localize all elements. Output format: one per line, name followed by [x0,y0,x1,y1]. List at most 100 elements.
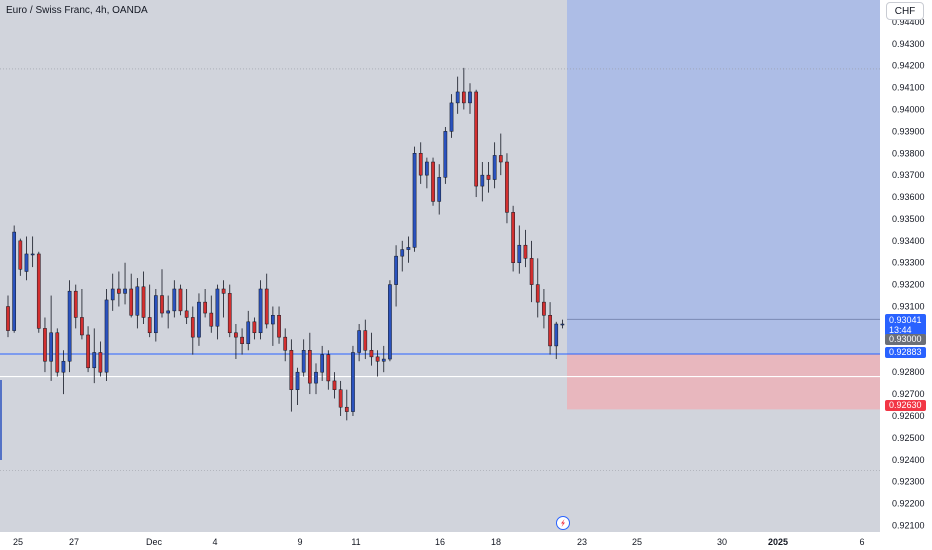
candle[interactable] [437,164,442,215]
candle[interactable] [542,288,546,329]
candle[interactable] [104,288,109,381]
candle[interactable] [36,251,41,333]
candle[interactable] [320,345,325,381]
candle[interactable] [480,162,485,202]
candle[interactable] [141,271,146,325]
candle[interactable] [271,306,275,346]
candle[interactable] [61,350,66,395]
candle[interactable] [246,310,251,351]
candle[interactable] [117,271,121,307]
candle[interactable] [369,332,374,366]
candle[interactable] [307,332,312,395]
candle[interactable] [227,284,232,338]
candle[interactable] [412,146,417,252]
candle[interactable] [221,280,226,318]
candle[interactable] [505,153,509,224]
candle[interactable] [554,321,559,360]
candle[interactable] [172,280,177,318]
candle[interactable] [468,83,472,114]
candle[interactable] [344,389,349,421]
candle[interactable] [277,306,281,344]
candle[interactable] [394,245,398,307]
candle[interactable] [498,133,503,176]
candle[interactable] [289,339,294,412]
tradingview-logo-icon[interactable] [556,516,570,530]
candle[interactable] [92,328,97,384]
candle[interactable] [388,280,392,362]
candle[interactable] [209,295,214,333]
candle[interactable] [73,284,78,329]
candle[interactable] [178,284,183,316]
candle[interactable] [363,319,368,360]
candle[interactable] [129,273,134,318]
candle[interactable] [486,162,491,193]
candle[interactable] [215,284,220,340]
candle[interactable] [314,363,318,395]
currency-button[interactable]: CHF [886,2,924,20]
candle[interactable] [535,258,540,318]
candle[interactable] [381,345,386,373]
stop-loss-zone[interactable] [567,354,880,410]
candle[interactable] [6,295,10,338]
candle[interactable] [135,278,140,329]
candle[interactable] [418,142,423,184]
candle[interactable] [529,240,534,303]
candle[interactable] [492,142,497,189]
candle[interactable] [523,229,528,268]
candle-body [246,321,251,344]
candle[interactable] [30,236,35,268]
candle[interactable] [123,262,127,305]
symbol-title[interactable]: Euro / Swiss Franc, 4h, OANDA [6,5,148,16]
candle[interactable] [326,350,331,390]
candle[interactable] [197,293,201,346]
candle[interactable] [166,295,171,329]
candle[interactable] [474,89,479,198]
candle[interactable] [455,76,460,114]
candle[interactable] [264,273,269,329]
candle[interactable] [86,326,90,373]
candle[interactable] [406,236,411,263]
candle[interactable] [511,205,515,272]
candle[interactable] [24,236,29,281]
candle[interactable] [147,284,152,338]
candle[interactable] [252,317,257,340]
candle[interactable] [240,328,244,355]
candle[interactable] [49,295,53,381]
candle[interactable] [332,372,337,399]
candle[interactable] [98,341,103,377]
candle[interactable] [295,367,300,406]
candle[interactable] [67,280,72,373]
candle[interactable] [443,126,448,184]
candle[interactable] [283,328,288,362]
candle[interactable] [80,288,84,340]
candle[interactable] [301,339,306,377]
candle[interactable] [351,345,355,416]
candle[interactable] [338,380,343,416]
candle[interactable] [431,157,435,206]
candle[interactable] [160,269,164,318]
candle[interactable] [357,324,361,362]
candle[interactable] [517,225,522,274]
candle[interactable] [258,280,263,340]
candle-body [425,161,429,176]
candle[interactable] [375,350,380,377]
candle[interactable] [12,225,17,333]
candle[interactable] [548,302,552,355]
candle[interactable] [461,67,466,110]
candle[interactable] [110,273,115,311]
candle[interactable] [449,94,454,138]
profit-target-zone[interactable] [567,0,880,355]
candle[interactable] [400,240,405,272]
candle[interactable] [203,288,207,318]
candle[interactable] [18,238,23,276]
candle[interactable] [234,324,238,360]
candle[interactable] [43,317,47,373]
candle[interactable] [425,157,429,189]
candle[interactable] [560,319,565,329]
candle[interactable] [190,306,195,355]
candle[interactable] [184,288,189,325]
candle[interactable] [55,328,60,377]
candle[interactable] [153,288,158,342]
